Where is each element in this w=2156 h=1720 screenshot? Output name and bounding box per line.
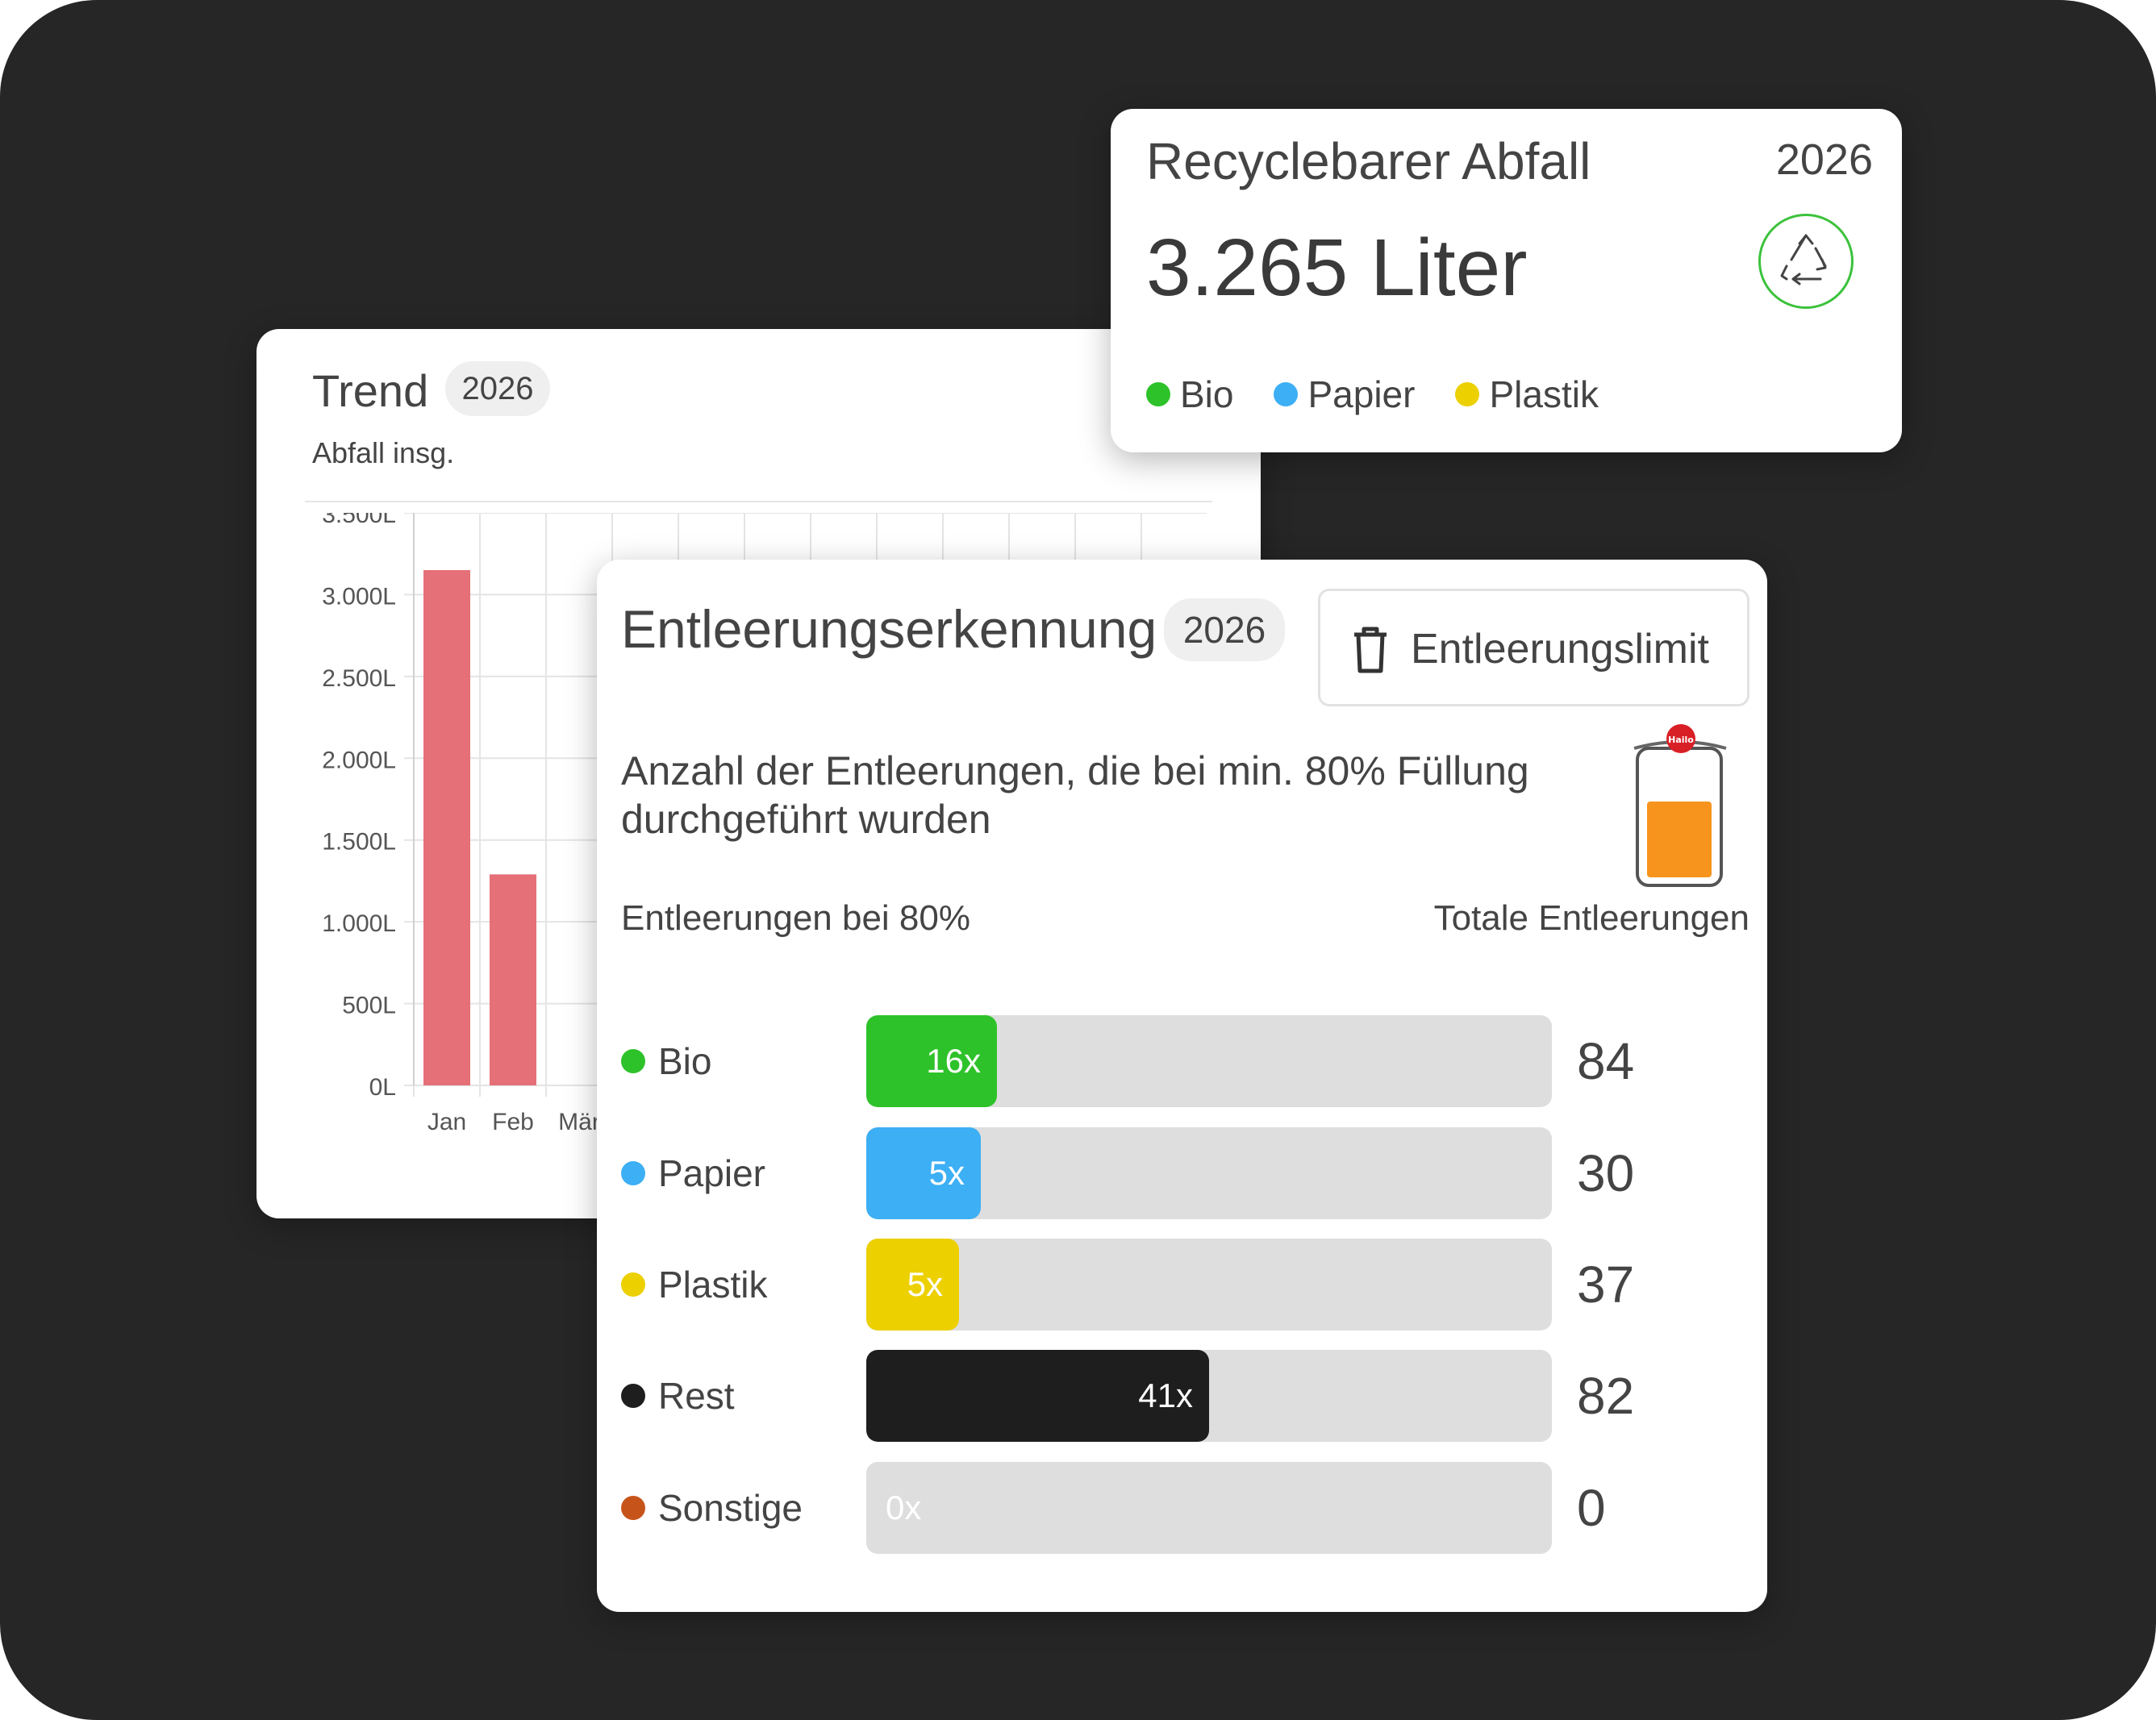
x-tick-label: Jan [427, 1109, 466, 1135]
row-label: Rest [621, 1350, 735, 1442]
legend-item-papier: Papier [1274, 373, 1415, 416]
category-label: Bio [658, 1040, 712, 1082]
progress-track: 5x [866, 1239, 1552, 1331]
papier-dot-icon [621, 1161, 645, 1185]
row-label: Bio [621, 1015, 711, 1107]
progress-fill [866, 1239, 959, 1331]
legend-label: Papier [1307, 373, 1416, 415]
bar-jan [423, 570, 470, 1085]
row-rest: Rest 41x 82 [597, 1350, 1767, 1442]
count-label: 5x [928, 1154, 965, 1192]
bio-dot-icon [621, 1049, 645, 1073]
legend-label: Bio [1180, 373, 1234, 415]
entleerung-description: Anzahl der Entleerungen, die bei min. 80… [621, 748, 1529, 842]
trend-year-badge[interactable]: 2026 [445, 361, 550, 416]
column-header-80: Entleerungen bei 80% [621, 898, 970, 938]
sonstige-dot-icon [621, 1496, 645, 1520]
progress-fill [866, 1015, 997, 1107]
bar-feb [490, 874, 536, 1085]
entleerung-title: Entleerungserkennung [621, 599, 1157, 659]
y-tick-label: 3.000L [322, 583, 396, 610]
trash-icon [1354, 627, 1387, 673]
recycle-icon [1758, 214, 1854, 309]
total-value: 37 [1577, 1256, 1635, 1314]
row-label: Plastik [621, 1239, 767, 1331]
entleerung-card: Entleerungserkennung 2026 Entleerungslim… [597, 560, 1767, 1612]
recyclable-legend: Bio Papier Plastik [1146, 373, 1599, 416]
total-value: 82 [1577, 1367, 1635, 1425]
entleerungslimit-label: Entleerungslimit [1411, 626, 1709, 673]
bio-dot-icon [1146, 382, 1170, 406]
y-tick-label: 500L [342, 993, 396, 1019]
trend-subtitle: Abfall insg. [312, 436, 455, 469]
category-label: Papier [658, 1152, 765, 1194]
category-label: Plastik [658, 1264, 768, 1306]
progress-track: 41x [866, 1350, 1552, 1442]
y-tick-label: 2.500L [322, 665, 396, 692]
svg-text:Hailo: Hailo [1668, 735, 1694, 745]
column-header-total: Totale Entleerungen [1433, 898, 1749, 938]
rest-dot-icon [621, 1384, 645, 1408]
count-label: 41x [1138, 1376, 1193, 1414]
progress-track: 16x [866, 1015, 1552, 1107]
plastik-dot-icon [621, 1272, 645, 1297]
recyclable-value: 3.265 Liter [1146, 223, 1528, 313]
legend-item-bio: Bio [1146, 373, 1233, 416]
progress-fill [866, 1127, 981, 1219]
total-value: 30 [1577, 1144, 1635, 1202]
entleerungslimit-button[interactable]: Entleerungslimit [1318, 589, 1749, 706]
trend-divider [305, 501, 1212, 502]
progress-track: 0x [866, 1462, 1552, 1554]
row-label: Papier [621, 1127, 765, 1219]
recyclable-year: 2026 [1775, 135, 1873, 184]
row-sonstige: Sonstige 0x 0 [597, 1462, 1767, 1554]
row-papier: Papier 5x 30 [597, 1127, 1767, 1219]
legend-label: Plastik [1489, 373, 1599, 415]
plastik-dot-icon [1455, 382, 1480, 406]
y-tick-label: 1.500L [322, 829, 396, 856]
total-value: 0 [1577, 1479, 1606, 1537]
row-label: Sonstige [621, 1462, 803, 1554]
row-plastik: Plastik 5x 37 [597, 1239, 1767, 1331]
trend-title: Trend [312, 365, 429, 416]
y-tick-label: 0L [369, 1074, 396, 1101]
count-label: 5x [907, 1265, 943, 1303]
row-bio: Bio 16x 84 [597, 1015, 1767, 1107]
entleerung-year-badge[interactable]: 2026 [1164, 598, 1285, 661]
waste-bin-icon: Hailo [1633, 724, 1727, 887]
legend-item-plastik: Plastik [1455, 373, 1599, 416]
total-value: 84 [1577, 1032, 1635, 1090]
category-label: Sonstige [658, 1487, 803, 1529]
recyclable-title: Recyclebarer Abfall [1146, 132, 1591, 190]
category-label: Rest [658, 1375, 735, 1417]
x-tick-label: Feb [492, 1109, 534, 1135]
count-label: 16x [926, 1042, 981, 1080]
papier-dot-icon [1274, 382, 1299, 406]
progress-track: 5x [866, 1127, 1552, 1219]
y-tick-label: 1.000L [322, 910, 396, 937]
x-tick-label: Mär [558, 1109, 600, 1135]
count-label: 0x [886, 1489, 922, 1526]
progress-fill [866, 1350, 1209, 1442]
recyclable-card: Recyclebarer Abfall 2026 3.265 Liter Bio… [1111, 109, 1902, 452]
y-tick-label: 2.000L [322, 747, 396, 773]
y-tick-label: 3.500L [322, 513, 396, 528]
